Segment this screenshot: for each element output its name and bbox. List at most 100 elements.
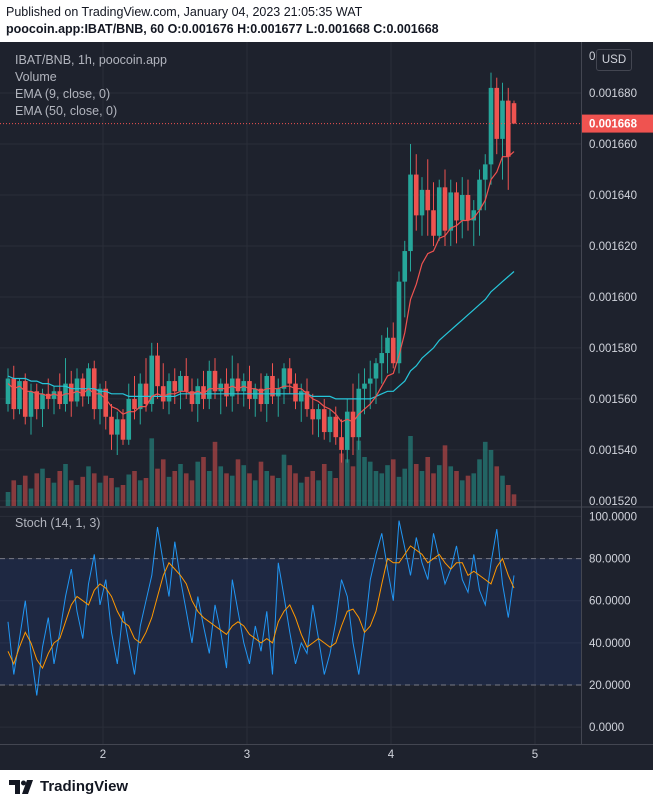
candle xyxy=(114,411,120,456)
stoch-d-line xyxy=(7,545,515,670)
candle xyxy=(160,363,166,410)
volume-bar xyxy=(86,466,91,506)
stoch-tick-label: 20.0000 xyxy=(589,680,631,692)
candle-body xyxy=(189,391,195,405)
candle-body xyxy=(333,416,339,438)
volume-bar xyxy=(304,476,310,506)
tradingview-logo[interactable]: TradingView xyxy=(8,778,128,795)
volume-bar xyxy=(80,476,86,506)
volume-bar xyxy=(149,438,155,506)
candle-body xyxy=(224,383,229,397)
candle-body xyxy=(511,103,517,124)
volume-bar xyxy=(482,441,488,506)
candle-body xyxy=(40,393,45,410)
volume-bar xyxy=(57,471,63,506)
volume-bar xyxy=(114,487,120,506)
volume-bar xyxy=(247,473,252,506)
candle-body xyxy=(206,370,212,399)
candle-body xyxy=(488,87,494,165)
candle xyxy=(471,200,477,246)
candle xyxy=(143,358,149,412)
candle-body xyxy=(454,192,459,221)
time-tick-label: 3 xyxy=(244,749,250,761)
candle-body xyxy=(339,437,344,450)
candle xyxy=(390,322,396,369)
candle-body xyxy=(390,337,396,364)
candle-body xyxy=(442,187,448,231)
candle xyxy=(494,77,500,155)
candle-body xyxy=(275,388,281,397)
price-tick-label: 0.001680 xyxy=(589,88,637,100)
candle-body xyxy=(344,411,350,450)
candle-body xyxy=(183,375,189,392)
candle xyxy=(28,383,34,435)
candle xyxy=(327,409,333,443)
price-tick-label: 0.001520 xyxy=(589,496,637,508)
stoch-tick-label: 40.0000 xyxy=(589,638,631,650)
candle xyxy=(454,182,459,244)
chart-area[interactable]: 0.001520 0.001540 0.001560 0.001580 0.001600… xyxy=(0,42,653,770)
candle xyxy=(402,240,408,318)
candle xyxy=(5,368,11,412)
candle-body xyxy=(379,353,385,364)
volume-bar xyxy=(97,482,103,506)
candle xyxy=(235,363,241,405)
volume-bar xyxy=(287,465,293,506)
currency-button[interactable]: USD xyxy=(596,49,632,71)
volume-bar xyxy=(367,461,373,506)
candle-body xyxy=(465,194,471,221)
candle xyxy=(275,378,281,417)
candle xyxy=(57,373,63,410)
candle xyxy=(22,373,28,425)
ema9-line xyxy=(7,151,515,423)
volume-bar xyxy=(195,461,201,506)
volume-bar xyxy=(298,482,304,506)
candle xyxy=(258,373,264,412)
candle-body xyxy=(114,419,120,435)
volume-bar xyxy=(327,471,333,506)
candle-body xyxy=(356,388,362,438)
volume-bar xyxy=(178,464,183,506)
candle-body xyxy=(235,378,241,392)
candle xyxy=(511,100,517,124)
candle-body xyxy=(431,210,436,236)
volume-bar xyxy=(241,465,247,506)
volume-bar xyxy=(488,450,494,506)
candle-body xyxy=(160,386,166,402)
volume-bar xyxy=(17,485,22,506)
candle xyxy=(362,368,367,415)
candle-body xyxy=(436,187,442,236)
volume-bar xyxy=(321,464,327,506)
ema50-line xyxy=(7,271,515,400)
candle-body xyxy=(293,383,298,402)
volume-bar xyxy=(465,475,471,506)
volume-bar xyxy=(166,476,172,506)
volume-bar xyxy=(385,465,390,506)
candle-body xyxy=(425,189,431,211)
price-tick-label: 0.001640 xyxy=(589,190,637,202)
candle xyxy=(379,335,385,384)
candle xyxy=(109,404,114,450)
tradingview-logo-icon xyxy=(9,779,33,794)
candle-body xyxy=(80,378,86,397)
candle xyxy=(132,375,137,420)
volume-bar xyxy=(143,478,149,506)
volume-bar xyxy=(264,471,270,506)
candle xyxy=(339,419,344,463)
price-tick-label: 0.001660 xyxy=(589,139,637,151)
candle xyxy=(425,159,431,236)
candle-body xyxy=(28,391,34,417)
candle-body xyxy=(419,189,425,216)
candle-body xyxy=(287,368,293,384)
stoch-tick-label: 100.0000 xyxy=(589,511,637,523)
chart-svg[interactable]: 0.001520 0.001540 0.001560 0.001580 0.001600… xyxy=(0,42,653,770)
candle xyxy=(264,373,270,422)
candle-body xyxy=(143,383,149,405)
candle-body xyxy=(298,391,304,402)
candle xyxy=(17,378,22,415)
candle xyxy=(413,154,419,231)
volume-bar xyxy=(431,473,436,506)
candle-body xyxy=(505,100,511,157)
candle-body xyxy=(316,409,321,420)
legend-volume: Volume xyxy=(15,70,57,84)
